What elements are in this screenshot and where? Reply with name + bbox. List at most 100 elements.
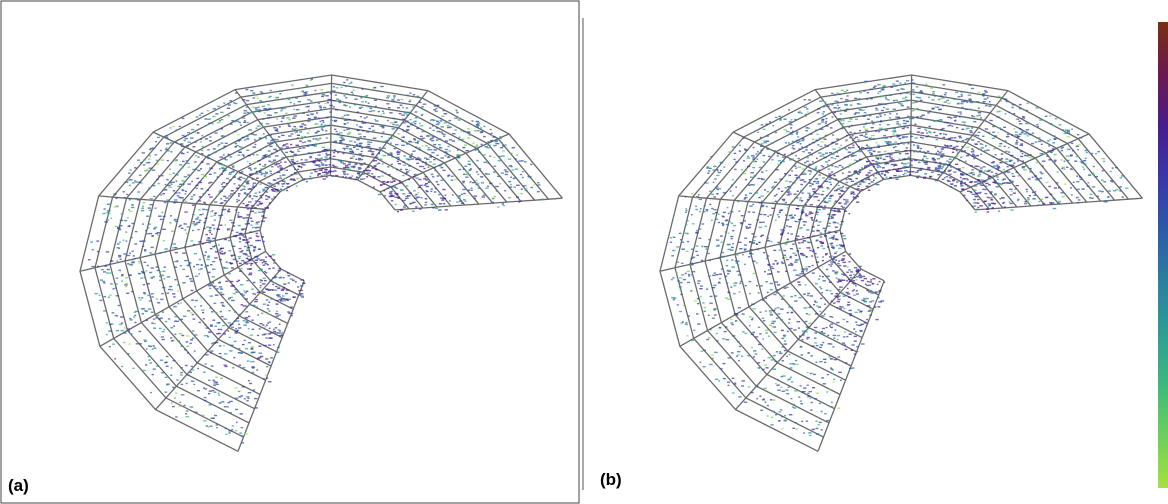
scatter-point	[681, 248, 685, 250]
scatter-point	[738, 210, 741, 212]
scatter-point	[382, 147, 386, 149]
scatter-point	[209, 231, 211, 234]
scatter-point	[1018, 120, 1021, 122]
scatter-point	[770, 142, 774, 144]
scatter-point	[740, 280, 742, 283]
scatter-point	[221, 135, 225, 137]
scatter-point	[810, 212, 814, 214]
scatter-point	[976, 165, 980, 168]
scatter-point	[234, 92, 238, 94]
scatter-point	[772, 354, 776, 357]
scatter-point	[989, 119, 993, 122]
scatter-point	[741, 355, 744, 357]
scatter-point	[213, 380, 216, 382]
scatter-point	[392, 100, 396, 103]
scatter-point	[831, 401, 833, 404]
scatter-point	[842, 295, 846, 297]
scatter-point	[773, 249, 777, 252]
scatter-point	[443, 197, 447, 200]
scatter-point	[210, 311, 214, 313]
scatter-point	[170, 183, 173, 185]
scatter-point	[848, 367, 852, 369]
scatter-point	[876, 161, 880, 164]
scatter-point	[751, 253, 754, 255]
scatter-point	[785, 214, 787, 216]
scatter-point	[391, 178, 394, 180]
scatter-point	[111, 323, 114, 325]
scatter-point	[218, 394, 221, 396]
scatter-point	[741, 380, 745, 382]
scatter-point	[773, 293, 777, 296]
scatter-point	[256, 258, 260, 260]
scatter-point	[339, 140, 342, 142]
scatter-point	[394, 196, 398, 198]
scatter-point	[315, 164, 319, 166]
scatter-point	[706, 167, 710, 169]
scatter-point	[716, 245, 720, 247]
scatter-point	[345, 97, 348, 99]
scatter-point	[805, 313, 808, 315]
scatter-point	[214, 414, 218, 417]
scatter-point	[733, 152, 737, 155]
scatter-point	[752, 166, 756, 169]
scatter-point	[807, 392, 810, 395]
scatter-point	[858, 274, 862, 276]
scatter-point	[875, 130, 878, 132]
scatter-point	[144, 170, 147, 172]
scatter-point	[214, 201, 218, 203]
scatter-point	[864, 80, 868, 83]
scatter-point	[784, 340, 787, 342]
scatter-point	[1005, 136, 1010, 138]
scatter-point	[304, 127, 307, 129]
scatter-point	[214, 212, 217, 214]
scatter-point	[283, 98, 288, 100]
scatter-point	[864, 165, 868, 167]
scatter-point	[879, 121, 883, 123]
scatter-point	[865, 185, 869, 187]
scatter-point	[882, 86, 885, 88]
scatter-point	[176, 379, 179, 381]
scatter-point	[128, 198, 132, 200]
scatter-point	[495, 139, 498, 142]
scatter-point	[409, 118, 412, 121]
scatter-point	[892, 146, 895, 149]
scatter-point	[710, 219, 713, 221]
scatter-point	[200, 181, 203, 184]
scatter-point	[402, 174, 405, 177]
scatter-point	[810, 149, 814, 151]
scatter-point	[910, 141, 914, 143]
scatter-point	[818, 402, 822, 405]
scatter-point	[333, 149, 336, 151]
scatter-point	[787, 386, 790, 388]
scatter-point	[1097, 151, 1100, 153]
scatter-point	[203, 254, 207, 257]
scatter-point	[811, 218, 813, 220]
scatter-point	[1047, 150, 1051, 152]
scatter-point	[1009, 160, 1012, 162]
scatter-point	[203, 222, 206, 224]
scatter-point	[853, 171, 856, 173]
scatter-point	[863, 90, 866, 92]
scatter-point	[382, 180, 386, 183]
scatter-point	[265, 374, 268, 377]
scatter-point	[276, 130, 279, 132]
scatter-point	[729, 221, 731, 223]
scatter-point	[320, 128, 324, 130]
scatter-point	[173, 201, 176, 203]
scatter-point	[825, 161, 829, 163]
scatter-point	[259, 355, 264, 358]
scatter-point	[991, 166, 996, 169]
scatter-point	[262, 303, 266, 305]
scatter-point	[1014, 131, 1018, 133]
scatter-point	[239, 238, 242, 240]
scatter-point	[252, 182, 257, 184]
scatter-point	[777, 379, 779, 381]
scatter-point	[290, 160, 294, 163]
scatter-point	[324, 160, 327, 162]
scatter-point	[367, 143, 371, 146]
scatter-point	[818, 169, 821, 172]
scatter-point	[250, 224, 253, 226]
scatter-point	[816, 180, 820, 183]
scatter-point	[427, 149, 430, 151]
scatter-point	[180, 227, 184, 229]
